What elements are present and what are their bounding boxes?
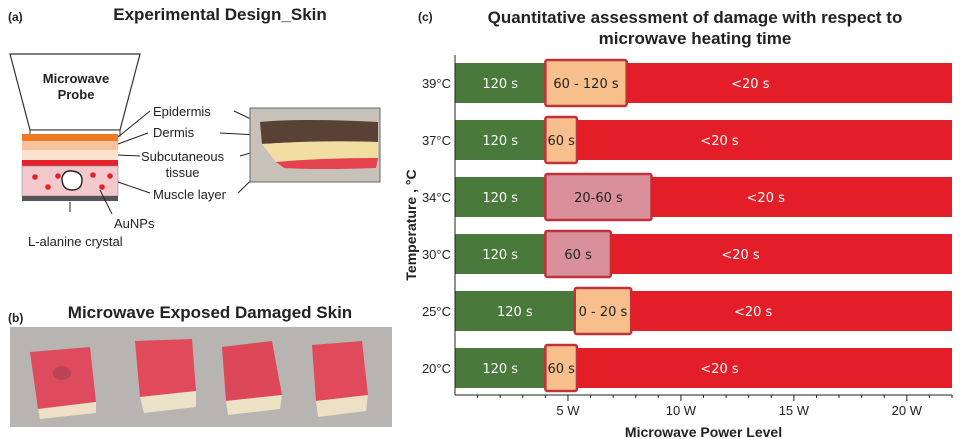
bar-segment-green <box>455 348 546 388</box>
segment-label: 120 s <box>497 305 533 320</box>
bar-segment-pink <box>544 229 613 279</box>
x-axis-label: Microwave Power Level <box>625 424 782 439</box>
crystal-label: L-alanine crystal <box>28 234 123 249</box>
temp-tick-label: 39°C <box>422 76 451 91</box>
damage-chart: 39°C 120 s 60 - 120 s <20 s 37°C 120 s 60 s <20… <box>403 55 953 439</box>
aunp-dot <box>107 173 113 179</box>
aunp-dot <box>55 173 61 179</box>
segment-label: <20 s <box>747 191 786 206</box>
bar-segment-green <box>455 63 546 103</box>
segment-label: 120 s <box>482 191 518 206</box>
damaged-skin-photo <box>10 327 392 427</box>
y-axis-label: Temperature , °C <box>403 169 419 280</box>
skin-sample <box>30 347 96 419</box>
panel-b-tag: (b) <box>8 311 24 325</box>
aunp-dot <box>45 184 51 190</box>
aunp-dot <box>32 174 38 180</box>
panel-c-title-line2: microwave heating time <box>598 29 792 48</box>
bar-segment-red <box>631 291 952 331</box>
segment-label: 60 - 120 s <box>553 77 618 92</box>
segment-label: 120 s <box>482 248 518 263</box>
bar-segment-red <box>576 348 952 388</box>
segment-label: 120 s <box>482 134 518 149</box>
dermis-layer <box>22 141 118 150</box>
aunp-dot <box>99 184 105 190</box>
segment-label: <20 s <box>700 362 739 377</box>
temp-tick-label: 20°C <box>422 361 451 376</box>
x-tick-label: 10 W <box>666 403 697 418</box>
bar-segment-pink <box>544 172 653 222</box>
aunp-dot <box>90 172 96 178</box>
bar-segment-red <box>651 177 952 217</box>
chart-row: 34°C 120 s 20-60 s <20 s <box>422 172 952 222</box>
panel-c-title-line1: Quantitative assessment of damage with r… <box>487 8 903 27</box>
subcutaneous-red-band <box>22 160 118 166</box>
panel-c-tag: (c) <box>418 10 433 24</box>
panel-b-title: Microwave Exposed Damaged Skin <box>67 303 353 322</box>
bar-segment-red <box>576 120 952 160</box>
bar-segment-green <box>455 234 546 274</box>
chart-row: 20°C 120 s 60 s <20 s <box>422 343 952 393</box>
x-tick-label: 20 W <box>892 403 923 418</box>
x-tick-label: 15 W <box>779 403 810 418</box>
epidermis-layer <box>22 134 118 141</box>
segment-label: 120 s <box>482 362 518 377</box>
segment-label: <20 s <box>700 134 739 149</box>
temp-tick-label: 25°C <box>422 304 451 319</box>
chart-row: 39°C 120 s 60 - 120 s <20 s <box>422 58 952 108</box>
chart-row: 25°C 120 s 0 - 20 s <20 s <box>422 286 952 336</box>
bar-segment-red <box>626 63 952 103</box>
temp-tick-label: 37°C <box>422 133 451 148</box>
chart-row: 30°C 120 s 60 s <20 s <box>422 229 952 279</box>
crystal-shape <box>61 170 83 191</box>
layer-label-dermis: Dermis <box>153 125 195 140</box>
x-tick-label: 5 W <box>556 403 580 418</box>
segment-label: 60 s <box>564 248 592 263</box>
segment-label: 20-60 s <box>574 191 623 206</box>
subcutaneous-layer-a <box>22 150 118 160</box>
skin-sample <box>312 341 368 417</box>
segment-label: 60 s <box>547 134 575 149</box>
segment-label: <20 s <box>731 77 770 92</box>
bar-segment-green <box>455 291 575 331</box>
bar-segment-orange <box>573 286 633 336</box>
segment-label: 120 s <box>482 77 518 92</box>
chart-row: 37°C 120 s 60 s <20 s <box>422 115 952 165</box>
skin-diagram <box>9 53 381 215</box>
layer-label-subcutaneous: Subcutaneous tissue <box>141 149 225 180</box>
base-plate <box>22 196 118 201</box>
panel-a-tag: (a) <box>8 10 23 24</box>
temp-tick-label: 30°C <box>422 247 451 262</box>
layer-label-epidermis: Epidermis <box>153 104 211 119</box>
skin-sample <box>135 339 196 413</box>
panel-a-title: Experimental Design_Skin <box>113 5 327 24</box>
layer-label-muscle: Muscle layer <box>153 187 226 202</box>
segment-label: <20 s <box>734 305 773 320</box>
segment-label: <20 s <box>721 248 760 263</box>
probe-label: Microwave Probe <box>42 71 110 102</box>
segment-label: 0 - 20 s <box>579 305 628 320</box>
skin-sample <box>222 341 282 415</box>
bar-segment-green <box>455 177 546 217</box>
temp-tick-label: 34°C <box>422 190 451 205</box>
segment-label: 60 s <box>547 362 575 377</box>
bar-segment-red <box>610 234 952 274</box>
aunps-label: AuNPs <box>114 216 155 231</box>
bar-segment-green <box>455 120 546 160</box>
